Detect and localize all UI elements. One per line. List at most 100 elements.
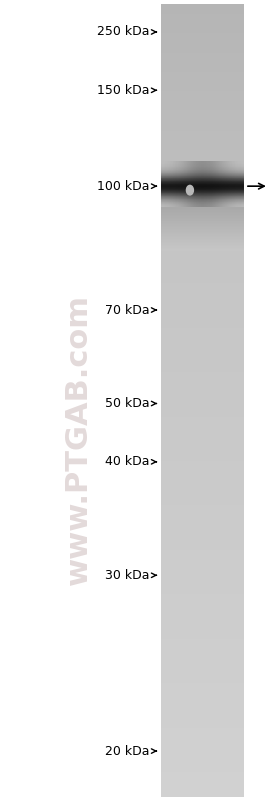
Bar <box>161 315 244 316</box>
Bar <box>161 785 244 786</box>
Bar <box>161 395 244 396</box>
Bar <box>161 115 244 117</box>
Bar <box>161 555 244 556</box>
Text: 50 kDa: 50 kDa <box>105 397 150 410</box>
Bar <box>161 472 244 474</box>
Bar <box>161 423 244 424</box>
Bar <box>161 366 244 368</box>
Bar <box>161 337 244 339</box>
Bar <box>161 384 244 385</box>
Bar <box>161 718 244 720</box>
Bar <box>161 64 244 66</box>
Bar <box>161 355 244 356</box>
Bar <box>161 86 244 88</box>
Bar <box>161 751 244 753</box>
Bar <box>161 22 244 23</box>
Bar <box>161 707 244 709</box>
Bar <box>161 75 244 77</box>
Bar <box>161 622 244 623</box>
Bar <box>161 712 244 714</box>
Bar <box>161 147 244 149</box>
Bar <box>161 620 244 622</box>
Bar <box>161 580 244 582</box>
Bar <box>161 41 244 42</box>
Bar <box>161 356 244 358</box>
Bar <box>161 20 244 22</box>
Bar <box>161 18 244 20</box>
Bar <box>161 495 244 496</box>
Bar <box>214 161 215 212</box>
Bar <box>161 463 244 464</box>
Bar <box>161 429 244 431</box>
Bar <box>161 545 244 547</box>
Bar <box>161 543 244 545</box>
Bar <box>161 567 244 569</box>
Bar <box>161 149 244 150</box>
Bar <box>161 23 244 25</box>
Bar <box>161 72 244 74</box>
Bar <box>161 490 244 491</box>
Bar <box>211 161 212 212</box>
Bar <box>161 488 244 490</box>
Bar <box>161 539 244 540</box>
Bar <box>161 754 244 756</box>
Bar <box>230 161 231 212</box>
Bar <box>161 570 244 572</box>
Bar <box>161 646 244 648</box>
Bar <box>161 123 244 125</box>
Bar <box>161 558 244 559</box>
Bar <box>161 188 244 189</box>
Bar <box>161 498 244 499</box>
Bar <box>161 739 244 741</box>
Bar <box>161 223 244 225</box>
Bar <box>161 376 244 377</box>
Bar <box>161 197 244 199</box>
Bar <box>161 117 244 118</box>
Bar <box>161 125 244 126</box>
Bar <box>161 217 244 218</box>
Bar <box>161 252 244 253</box>
Bar <box>161 743 244 745</box>
Bar <box>161 780 244 781</box>
Bar <box>161 688 244 690</box>
Bar <box>162 161 163 212</box>
Bar <box>161 435 244 437</box>
Bar <box>193 161 194 212</box>
Bar <box>161 426 244 427</box>
Bar <box>161 418 244 419</box>
Bar <box>161 694 244 696</box>
Bar <box>161 202 244 204</box>
Bar <box>161 260 244 261</box>
Bar <box>161 499 244 501</box>
Bar <box>161 645 244 646</box>
Bar <box>161 312 244 313</box>
Bar <box>161 614 244 615</box>
Bar <box>161 78 244 80</box>
Bar <box>161 285 244 287</box>
Bar <box>203 161 204 212</box>
Bar <box>176 161 178 212</box>
Bar <box>161 664 244 666</box>
Bar <box>161 52 244 54</box>
Bar <box>195 161 196 212</box>
Bar <box>161 347 244 348</box>
Bar <box>161 46 244 47</box>
Bar <box>161 514 244 515</box>
Bar <box>174 161 176 212</box>
Bar <box>161 155 244 157</box>
Bar <box>161 656 244 658</box>
Bar <box>161 450 244 451</box>
Bar <box>161 210 244 212</box>
Bar <box>161 453 244 455</box>
Bar <box>161 280 244 282</box>
Bar <box>171 161 172 212</box>
Bar <box>161 221 244 223</box>
Bar <box>161 685 244 686</box>
Bar <box>212 161 213 212</box>
Bar <box>161 61 244 62</box>
Bar <box>161 623 244 625</box>
Bar <box>161 772 244 773</box>
Bar <box>161 169 244 171</box>
Bar <box>165 161 166 212</box>
Bar <box>161 451 244 453</box>
